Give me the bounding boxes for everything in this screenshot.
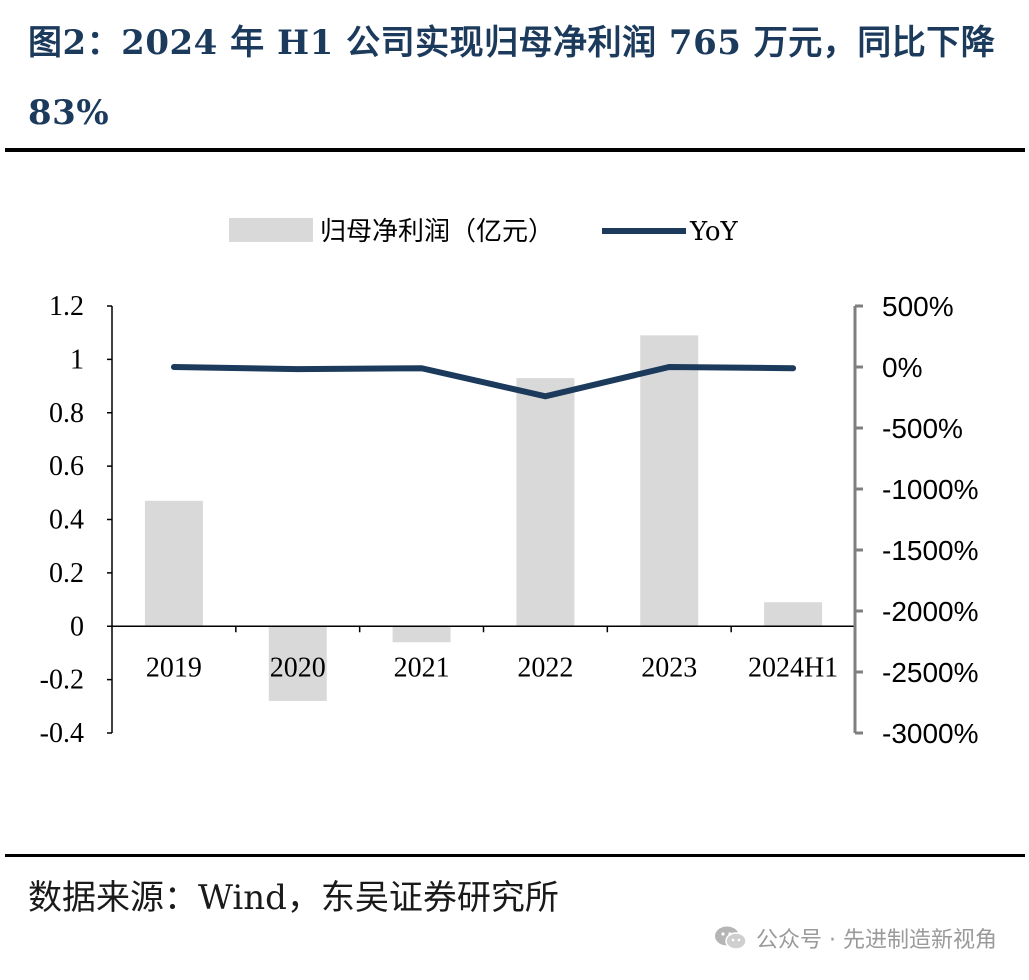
left-tick-label: 0 <box>70 611 84 642</box>
bar-2022 <box>516 378 575 627</box>
right-tick-label: -3000% <box>882 718 979 749</box>
data-source-note: 数据来源：Wind，东吴证券研究所 <box>28 878 559 918</box>
legend-bar-swatch <box>229 218 313 242</box>
x-tick-label: 2023 <box>641 652 697 683</box>
x-tick-label: 2019 <box>146 652 202 683</box>
legend: 归母净利润（亿元） YoY <box>229 217 739 247</box>
left-tick-label: 1 <box>70 344 84 375</box>
left-tick-label: 0.4 <box>49 505 84 536</box>
axes: 1.2 1 0.8 0.6 0.4 0.2 0 -0.2 -0.4 2019 2020 2021 202… <box>40 291 979 749</box>
bottom-rule <box>5 854 1025 857</box>
x-tick-label: 2020 <box>270 652 326 683</box>
right-tick-label: -1500% <box>882 535 979 566</box>
right-tick-label: 500% <box>882 291 954 322</box>
right-tick-label: -1000% <box>882 474 979 505</box>
chart-title: 图2：2024 年 H1 公司实现归母净利润 765 万元，同比下降 83% <box>28 23 996 133</box>
legend-line-label: YoY <box>689 217 739 247</box>
right-tick-label: -2000% <box>882 596 979 627</box>
bar-2023 <box>640 335 699 627</box>
bar-2021 <box>392 626 451 643</box>
bar-2024H1 <box>764 602 823 627</box>
left-tick-label: 1.2 <box>49 291 84 322</box>
watermark-text: 公众号 · 先进制造新视角 <box>756 928 997 953</box>
left-tick-label: -0.2 <box>40 665 84 696</box>
watermark: 公众号 · 先进制造新视角 <box>714 922 997 954</box>
top-rule <box>5 148 1025 152</box>
x-tick-label: 2022 <box>517 652 573 683</box>
right-tick-label: -2500% <box>882 657 979 688</box>
yoy-line <box>170 363 797 400</box>
right-tick-label: 0% <box>882 352 922 383</box>
left-tick-label: -0.4 <box>40 718 84 749</box>
wechat-icon <box>715 926 747 950</box>
legend-bar-label: 归母净利润（亿元） <box>320 217 554 247</box>
line-series <box>170 363 797 400</box>
x-tick-label: 2024H1 <box>748 652 838 683</box>
bar-2020 <box>268 626 327 701</box>
left-tick-label: 0.6 <box>49 451 84 482</box>
x-tick-label: 2021 <box>394 652 450 683</box>
left-tick-label: 0.8 <box>49 398 84 429</box>
bar-series <box>144 335 823 701</box>
left-tick-label: 0.2 <box>49 558 84 589</box>
bar-2019 <box>144 500 203 627</box>
right-tick-label: -500% <box>882 413 963 444</box>
